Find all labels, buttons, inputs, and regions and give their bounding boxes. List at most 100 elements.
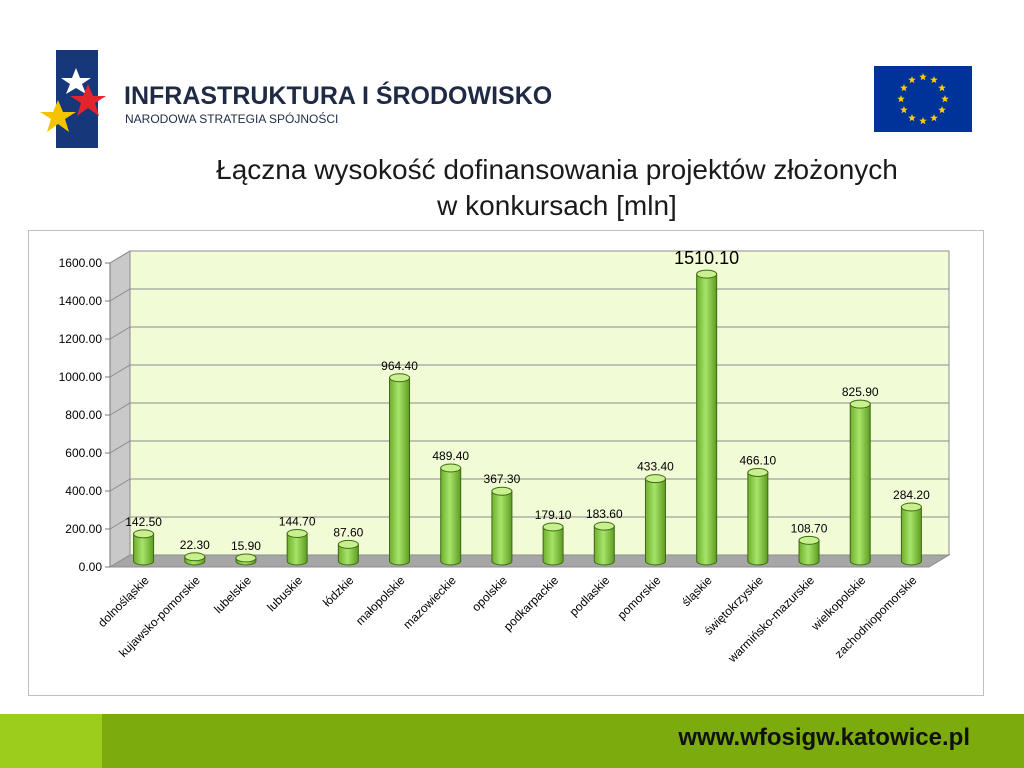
bar-body xyxy=(798,539,820,566)
y-tick-label: 1600.00 xyxy=(59,256,103,270)
x-tick-label: pomorskie xyxy=(615,573,664,622)
bar xyxy=(542,522,564,566)
bar-body xyxy=(849,403,871,566)
page-title-line-1: Łączna wysokość dofinansowania projektów… xyxy=(216,154,898,185)
bar-top xyxy=(389,373,411,383)
bar xyxy=(644,474,666,566)
bar-top xyxy=(286,529,308,539)
bar-top xyxy=(593,521,615,531)
eu-stars xyxy=(897,73,949,125)
data-label: 367.30 xyxy=(484,472,521,486)
gridline xyxy=(109,288,949,302)
eu-star xyxy=(930,75,938,84)
data-label: 15.90 xyxy=(231,539,261,553)
bar-top xyxy=(849,399,871,409)
x-tick-label: podkarpackie xyxy=(501,573,562,634)
data-label: 108.70 xyxy=(791,521,828,535)
logo-star-yellow xyxy=(40,100,76,132)
eu-star xyxy=(919,73,927,81)
data-label: 964.40 xyxy=(381,359,418,373)
infrastruktura-logo: INFRASTRUKTURA I ŚRODOWISKO NARODOWA STR… xyxy=(40,50,552,148)
bar-top xyxy=(235,553,257,563)
eu-star xyxy=(938,84,946,92)
bar xyxy=(389,373,411,566)
x-tick-label: podlaskie xyxy=(567,573,613,619)
y-tick-label: 600.00 xyxy=(65,446,102,460)
footer-main xyxy=(102,714,1024,768)
eu-star xyxy=(908,75,916,84)
logo-star-red xyxy=(70,84,106,116)
data-label: 142.50 xyxy=(125,515,162,529)
x-tick-label: mazowieckie xyxy=(400,573,459,632)
y-tick-label: 1400.00 xyxy=(59,294,103,308)
bar-body xyxy=(747,471,769,566)
bar xyxy=(593,521,615,566)
eu-star xyxy=(919,117,927,125)
bar-top xyxy=(696,269,718,279)
bar xyxy=(849,399,871,566)
bar-body xyxy=(644,478,666,566)
data-label: 825.90 xyxy=(842,385,879,399)
data-label: 489.40 xyxy=(432,449,469,463)
x-tick-label: małopolskie xyxy=(353,573,408,628)
bar xyxy=(696,269,718,566)
bar-body xyxy=(900,506,922,566)
bar-body xyxy=(696,273,718,566)
logo-star-white xyxy=(61,68,91,94)
gridline xyxy=(109,364,949,378)
gridline xyxy=(109,440,949,454)
bar-top xyxy=(337,539,359,549)
bar-body xyxy=(440,467,462,566)
bar-body xyxy=(542,526,564,566)
bar-top xyxy=(491,486,513,496)
footer-url: www.wfosigw.katowice.pl xyxy=(678,724,970,751)
gridline xyxy=(109,250,949,264)
bar-top xyxy=(184,552,206,562)
gridline xyxy=(109,326,949,340)
gridline xyxy=(109,402,949,416)
data-label: 87.60 xyxy=(333,525,363,539)
x-tick-label: warmińsko-mazurskie xyxy=(724,573,817,666)
chart-frame: 0.00 200.00 400.00 600.00 800.00 1000.00 1200.… xyxy=(28,230,984,696)
eu-star xyxy=(941,95,949,103)
y-tick-label: 200.00 xyxy=(65,522,102,536)
bar-top xyxy=(747,467,769,477)
bar-top xyxy=(542,522,564,532)
eu-star xyxy=(930,114,938,122)
gridline xyxy=(109,478,949,492)
page-title: Łączna wysokość dofinansowania projektów… xyxy=(100,152,1014,224)
bar xyxy=(286,529,308,566)
bar-body xyxy=(491,490,513,566)
x-tick-label: lubuskie xyxy=(264,573,305,614)
bar xyxy=(798,535,820,566)
y-tick-label: 0.00 xyxy=(79,560,103,574)
data-label: 466.10 xyxy=(739,453,776,467)
bar-top xyxy=(900,502,922,512)
x-tick-label: lubelskie xyxy=(211,573,254,616)
data-label: 1510.10 xyxy=(674,248,739,268)
bar xyxy=(184,552,206,566)
data-label: 284.20 xyxy=(893,488,930,502)
bar-body xyxy=(389,377,411,566)
eu-flag xyxy=(874,66,972,132)
bar-top xyxy=(644,474,666,484)
bar-body xyxy=(337,543,359,566)
bar xyxy=(337,539,359,566)
plot-floor xyxy=(108,554,951,568)
y-tick-label: 1000.00 xyxy=(59,370,103,384)
x-tick-label: dolnośląskie xyxy=(95,573,152,630)
x-tick-label: śląskie xyxy=(679,573,715,609)
logo-title: INFRASTRUKTURA I ŚRODOWISKO xyxy=(124,80,552,110)
bar-body xyxy=(133,533,155,566)
bar xyxy=(900,502,922,566)
bar-top xyxy=(440,463,462,473)
bar xyxy=(747,467,769,566)
bar xyxy=(235,553,257,566)
data-label: 22.30 xyxy=(180,538,210,552)
bar-chart: 0.00 200.00 400.00 600.00 800.00 1000.00 1200.… xyxy=(59,248,951,666)
footer-accent xyxy=(0,714,102,768)
bar xyxy=(133,529,155,566)
x-tick-label: łódzkie xyxy=(320,573,357,610)
bar xyxy=(440,463,462,566)
eu-star xyxy=(900,84,908,92)
